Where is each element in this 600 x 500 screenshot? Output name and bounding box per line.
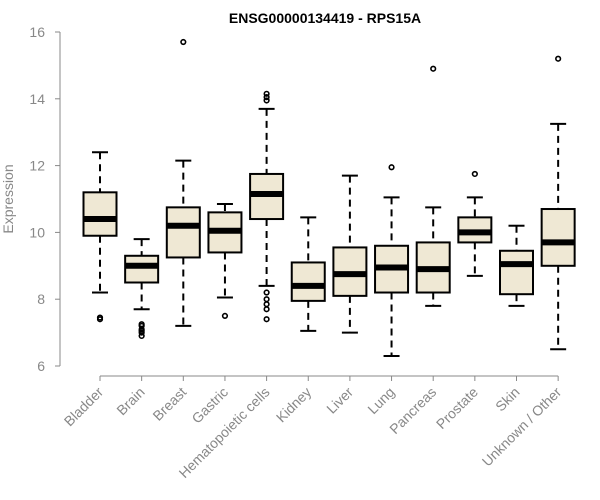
outlier-point [555, 55, 562, 62]
x-tick-label: Unknown / Other [479, 384, 565, 470]
outlier-point [263, 316, 270, 323]
outlier-point [263, 306, 270, 313]
y-axis: 6 8 10 12 14 16 [29, 24, 61, 374]
iqr-box [124, 254, 160, 284]
y-tick-label: 14 [29, 91, 45, 107]
y-axis-label: Expression [0, 164, 16, 233]
y-tick-label: 6 [37, 358, 45, 374]
iqr-box [82, 191, 118, 237]
outlier-point [263, 289, 270, 296]
x-tick-label: Brain [113, 384, 147, 418]
iqr-box [290, 261, 326, 302]
chart-title: ENSG00000134419 - RPS15A [229, 10, 421, 26]
outlier-point [180, 38, 187, 46]
outlier-point [263, 94, 270, 101]
x-tick-label: Liver [323, 384, 356, 417]
box-series [82, 38, 576, 357]
box-breast [165, 38, 201, 327]
x-tick-label: Prostate [433, 384, 481, 432]
outlier-point [263, 296, 270, 303]
outlier-point [471, 170, 478, 178]
outlier-point [263, 90, 270, 97]
outlier-point [263, 301, 270, 308]
y-tick-label: 10 [29, 224, 45, 240]
y-tick-label: 16 [29, 24, 45, 40]
y-tick-label: 8 [37, 291, 45, 307]
x-tick-label: Bladder [61, 384, 107, 430]
outlier-point [430, 65, 437, 72]
outlier-point [221, 312, 229, 320]
box-pancreas [415, 65, 451, 307]
box-unknown-other [540, 55, 576, 351]
box-gastric [207, 203, 243, 320]
box-brain [124, 238, 160, 340]
outlier-point [96, 314, 104, 321]
iqr-box [165, 206, 201, 259]
outlier-point [263, 97, 270, 104]
y-tick-label: 12 [29, 158, 45, 174]
outlier-point [388, 164, 395, 171]
box-hematopoietic-cells [249, 90, 285, 323]
x-tick-label: Kidney [273, 384, 315, 426]
box-lung [374, 164, 410, 357]
box-liver [332, 174, 368, 334]
box-prostate [457, 170, 493, 277]
iqr-box [540, 208, 576, 267]
x-tick-label: Lung [364, 384, 397, 417]
x-tick-label: Breast [149, 384, 189, 424]
box-bladder [82, 151, 118, 323]
iqr-box [499, 249, 534, 296]
box-skin [499, 224, 534, 307]
outlier-point [138, 321, 145, 328]
x-tick-label: Skin [492, 384, 523, 415]
box-kidney [290, 216, 326, 332]
